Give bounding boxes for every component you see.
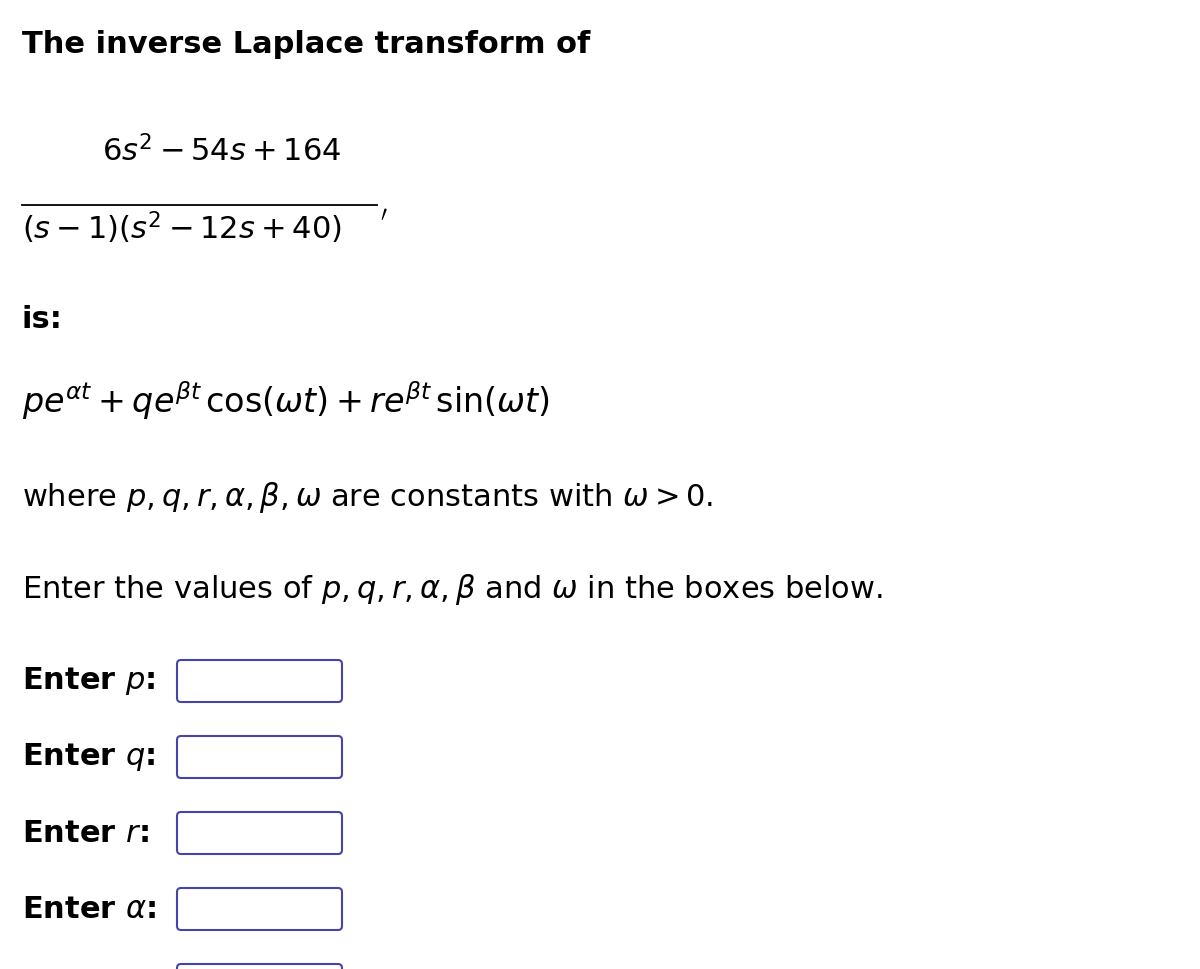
Text: Enter $q$:: Enter $q$:	[22, 741, 156, 773]
Text: Enter $\alpha$:: Enter $\alpha$:	[22, 894, 156, 923]
FancyBboxPatch shape	[178, 660, 342, 702]
Text: Enter $r$:: Enter $r$:	[22, 819, 149, 848]
FancyBboxPatch shape	[178, 964, 342, 969]
Text: $'$: $'$	[380, 208, 388, 237]
Text: Enter $p$:: Enter $p$:	[22, 665, 156, 697]
Text: Enter the values of $p, q, r, \alpha, \beta$ and $\omega$ in the boxes below.: Enter the values of $p, q, r, \alpha, \b…	[22, 572, 883, 607]
FancyBboxPatch shape	[178, 736, 342, 778]
FancyBboxPatch shape	[178, 888, 342, 930]
Text: Enter $\beta$:: Enter $\beta$:	[22, 967, 156, 969]
Text: $6s^2 - 54s + 164$: $6s^2 - 54s + 164$	[102, 135, 341, 168]
Text: $(s - 1)(s^2 - 12s + 40)$: $(s - 1)(s^2 - 12s + 40)$	[22, 210, 342, 246]
Text: where $p, q, r, \alpha, \beta, \omega$ are constants with $\omega > 0$.: where $p, q, r, \alpha, \beta, \omega$ a…	[22, 480, 713, 515]
Text: $pe^{\alpha t} + qe^{\beta t}\,\mathrm{cos}(\omega t) + re^{\beta t}\,\mathrm{si: $pe^{\alpha t} + qe^{\beta t}\,\mathrm{c…	[22, 380, 550, 422]
FancyBboxPatch shape	[178, 812, 342, 854]
Text: is:: is:	[22, 305, 62, 334]
Text: The inverse Laplace transform of: The inverse Laplace transform of	[22, 30, 590, 59]
